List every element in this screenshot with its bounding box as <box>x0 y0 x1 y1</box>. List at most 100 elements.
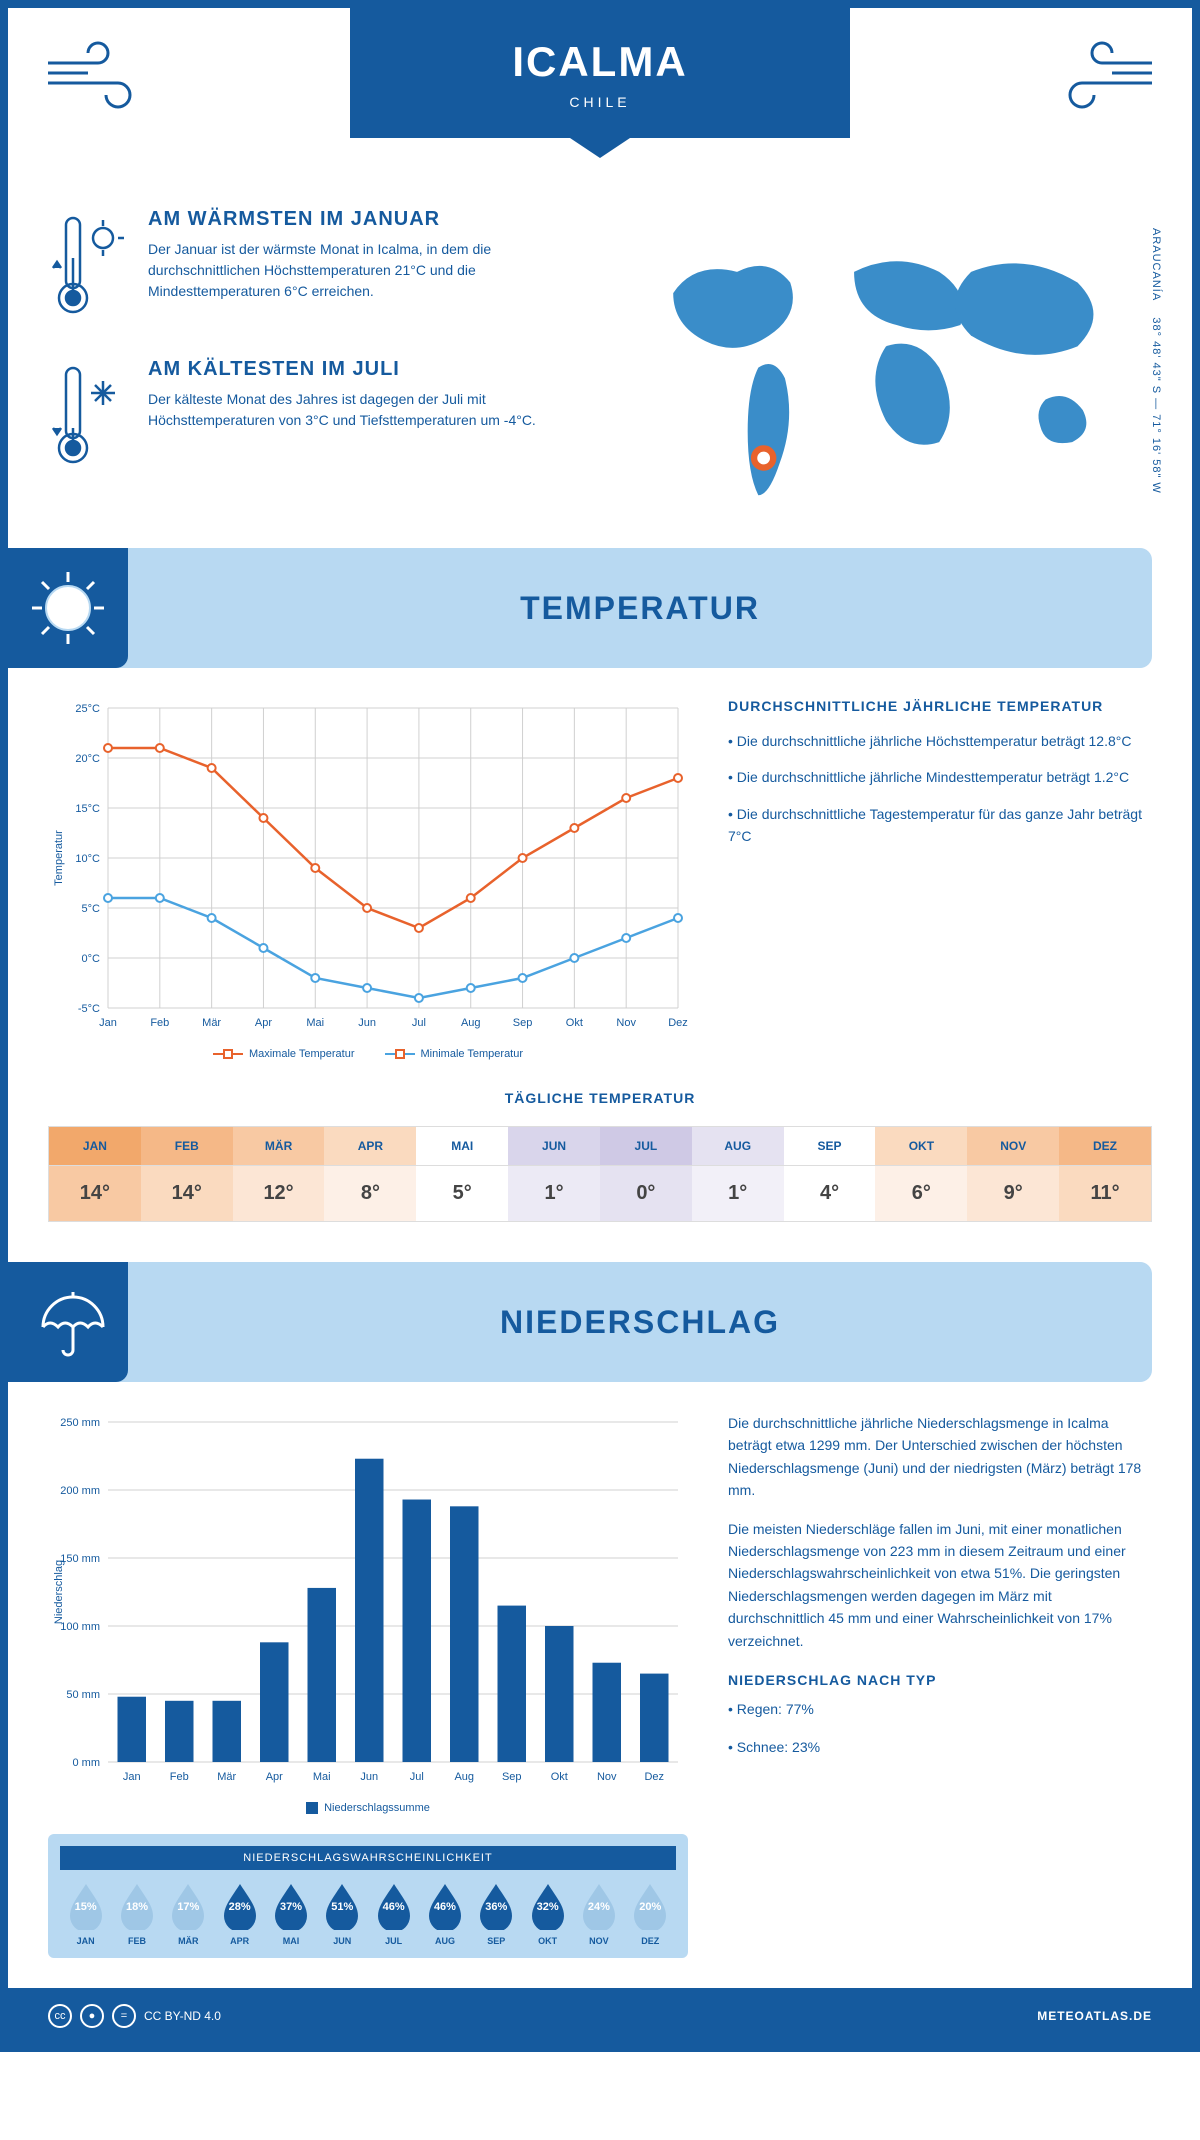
probability-drop: 32%OKT <box>529 1882 567 1946</box>
precipitation-header: NIEDERSCHLAG <box>8 1262 1152 1382</box>
temperature-header: TEMPERATUR <box>8 548 1152 668</box>
warmest-title: AM WÄRMSTEN IM JANUAR <box>148 208 580 231</box>
temp-col: JUN1° <box>508 1127 600 1221</box>
svg-text:Apr: Apr <box>255 1017 272 1029</box>
svg-text:25°C: 25°C <box>75 703 100 715</box>
svg-text:Dez: Dez <box>644 1771 664 1783</box>
world-map <box>620 208 1152 488</box>
coordinates: ARAUCANÍA 38° 48' 43" S — 71° 16' 58" W <box>1150 228 1162 494</box>
svg-text:Dez: Dez <box>668 1017 688 1029</box>
temp-bullet: • Die durchschnittliche Tagestemperatur … <box>728 803 1152 848</box>
precipitation-title: NIEDERSCHLAG <box>128 1304 1152 1341</box>
svg-text:50 mm: 50 mm <box>66 1689 100 1701</box>
temp-info-title: DURCHSCHNITTLICHE JÄHRLICHE TEMPERATUR <box>728 698 1152 714</box>
probability-drop: 24%NOV <box>580 1882 618 1946</box>
nd-icon: = <box>112 2004 136 2028</box>
svg-text:Mär: Mär <box>202 1017 221 1029</box>
svg-text:Sep: Sep <box>513 1017 533 1029</box>
precip-type-title: NIEDERSCHLAG NACH TYP <box>728 1672 1152 1688</box>
temp-col: MAI5° <box>416 1127 508 1221</box>
temp-col: SEP4° <box>784 1127 876 1221</box>
svg-text:Mär: Mär <box>217 1771 236 1783</box>
svg-text:Mai: Mai <box>306 1017 324 1029</box>
city-title: ICALMA <box>350 38 850 86</box>
wind-icon <box>38 38 158 118</box>
temp-col: AUG1° <box>692 1127 784 1221</box>
svg-text:0 mm: 0 mm <box>73 1757 101 1769</box>
svg-text:150 mm: 150 mm <box>60 1553 100 1565</box>
probability-drop: 46%AUG <box>426 1882 464 1946</box>
probability-drop: 15%JAN <box>67 1882 105 1946</box>
thermometer-sun-icon <box>48 208 128 328</box>
svg-text:Jan: Jan <box>123 1771 141 1783</box>
temp-col: JUL0° <box>600 1127 692 1221</box>
precipitation-chart: 0 mm 50 mm 100 mm 150 mm 200 mm 250 mm Jan Feb M… <box>48 1412 688 1792</box>
footer: cc ● = CC BY-ND 4.0 METEOATLAS.DE <box>8 1988 1192 2044</box>
svg-text:250 mm: 250 mm <box>60 1417 100 1429</box>
probability-drop: 28%APR <box>221 1882 259 1946</box>
svg-text:200 mm: 200 mm <box>60 1485 100 1497</box>
svg-text:Jul: Jul <box>412 1017 426 1029</box>
svg-text:Nov: Nov <box>597 1771 617 1783</box>
svg-text:10°C: 10°C <box>75 853 100 865</box>
svg-text:Niederschlag: Niederschlag <box>53 1560 65 1624</box>
probability-drop: 37%MAI <box>272 1882 310 1946</box>
temp-col: FEB14° <box>141 1127 233 1221</box>
temp-col: OKT6° <box>875 1127 967 1221</box>
thermometer-snow-icon <box>48 358 128 478</box>
svg-text:100 mm: 100 mm <box>60 1621 100 1633</box>
svg-text:Aug: Aug <box>454 1771 474 1783</box>
country-subtitle: CHILE <box>350 94 850 110</box>
daily-temperature-table: JAN14°FEB14°MÄR12°APR8°MAI5°JUN1°JUL0°AU… <box>48 1126 1152 1222</box>
coldest-title: AM KÄLTESTEN IM JULI <box>148 358 580 381</box>
precipitation-probability-box: NIEDERSCHLAGSWAHRSCHEINLICHKEIT 15%JAN18… <box>48 1834 688 1958</box>
probability-drop: 36%SEP <box>477 1882 515 1946</box>
precip-para1: Die durchschnittliche jährliche Niedersc… <box>728 1412 1152 1502</box>
by-icon: ● <box>80 2004 104 2028</box>
precip-type-bullet: • Regen: 77% <box>728 1698 1152 1720</box>
temp-col: DEZ11° <box>1059 1127 1151 1221</box>
svg-text:Aug: Aug <box>461 1017 481 1029</box>
svg-text:Nov: Nov <box>616 1017 636 1029</box>
coldest-block: AM KÄLTESTEN IM JULI Der kälteste Monat … <box>48 358 580 478</box>
license-text: CC BY-ND 4.0 <box>144 2009 221 2023</box>
temperature-chart: -5°C0°C5°C10°C15°C20°C25°CJanFebMärAprMa… <box>48 698 688 1060</box>
temp-col: NOV9° <box>967 1127 1059 1221</box>
svg-text:Apr: Apr <box>266 1771 283 1783</box>
probability-drop: 51%JUN <box>323 1882 361 1946</box>
daily-temp-title: TÄGLICHE TEMPERATUR <box>48 1090 1152 1106</box>
probability-drop: 46%JUL <box>375 1882 413 1946</box>
warmest-text: Der Januar ist der wärmste Monat in Ical… <box>148 239 580 302</box>
intro-section: AM WÄRMSTEN IM JANUAR Der Januar ist der… <box>8 188 1192 548</box>
probability-drop: 17%MÄR <box>169 1882 207 1946</box>
svg-text:Jun: Jun <box>358 1017 376 1029</box>
svg-text:Okt: Okt <box>551 1771 568 1783</box>
wind-icon <box>1042 38 1162 118</box>
svg-text:Mai: Mai <box>313 1771 331 1783</box>
umbrella-icon <box>8 1262 128 1382</box>
precip-type-bullet: • Schnee: 23% <box>728 1736 1152 1758</box>
cc-icon: cc <box>48 2004 72 2028</box>
svg-text:15°C: 15°C <box>75 803 100 815</box>
temp-bullet: • Die durchschnittliche jährliche Mindes… <box>728 766 1152 788</box>
svg-text:Feb: Feb <box>170 1771 189 1783</box>
svg-text:Jun: Jun <box>360 1771 378 1783</box>
svg-text:Sep: Sep <box>502 1771 522 1783</box>
title-banner: ICALMA CHILE <box>350 8 850 138</box>
svg-text:Okt: Okt <box>566 1017 583 1029</box>
temp-col: MÄR12° <box>233 1127 325 1221</box>
svg-text:Temperatur: Temperatur <box>53 830 65 886</box>
header: ICALMA CHILE <box>8 8 1192 188</box>
warmest-block: AM WÄRMSTEN IM JANUAR Der Januar ist der… <box>48 208 580 328</box>
svg-text:5°C: 5°C <box>82 903 101 915</box>
temperature-title: TEMPERATUR <box>128 590 1152 627</box>
svg-text:Jul: Jul <box>410 1771 424 1783</box>
probability-drop: 18%FEB <box>118 1882 156 1946</box>
svg-text:-5°C: -5°C <box>78 1003 100 1015</box>
sun-icon <box>8 548 128 668</box>
temp-col: JAN14° <box>49 1127 141 1221</box>
svg-text:0°C: 0°C <box>82 953 101 965</box>
brand-text: METEOATLAS.DE <box>1037 2009 1152 2023</box>
svg-text:20°C: 20°C <box>75 753 100 765</box>
probability-drop: 20%DEZ <box>631 1882 669 1946</box>
